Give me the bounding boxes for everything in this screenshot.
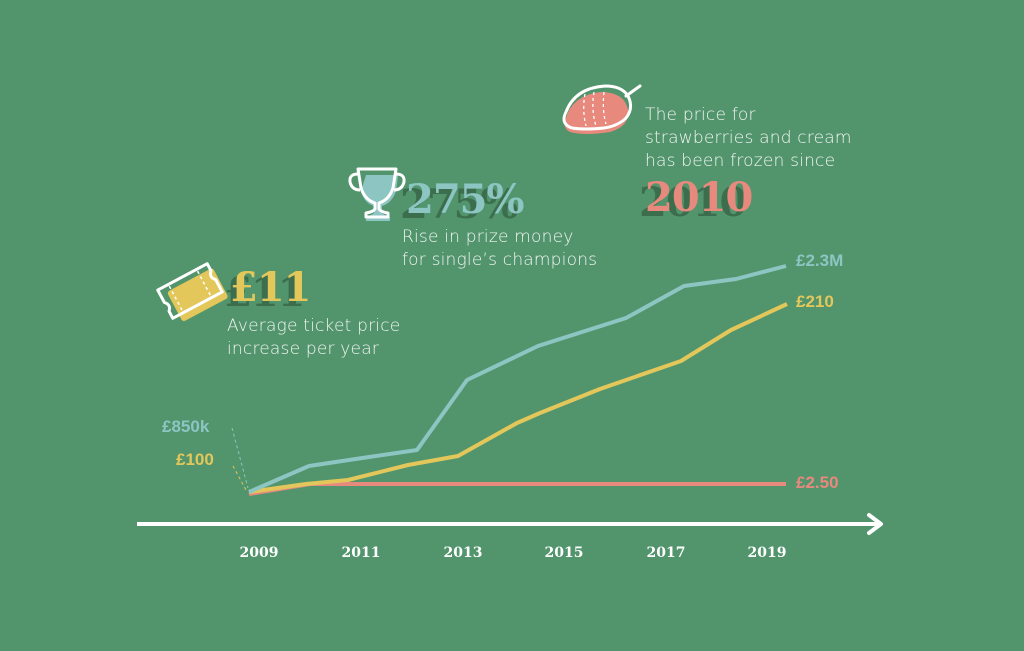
x-tick-2011: 2011 — [341, 545, 381, 561]
x-tick-2015: 2015 — [544, 545, 584, 561]
prize-start-label: £850k — [162, 417, 210, 436]
ticket-start-label: £100 — [176, 450, 214, 469]
ticket-description: Average ticket price increase per year — [227, 315, 400, 361]
strawberries-text-line1: The price for — [645, 105, 756, 125]
strawberries-text-line2: strawberries and cream — [645, 128, 852, 148]
x-tick-2019: 2019 — [747, 545, 787, 561]
strawberries-line — [248, 482, 786, 496]
prize-start-leader — [231, 427, 249, 489]
strawberries-text-line3: has been frozen since — [645, 151, 836, 171]
ticket-big-value: £11 — [230, 264, 311, 311]
ticket-line — [248, 302, 788, 494]
ticket-icon — [156, 262, 228, 321]
ticket-start-leader — [232, 465, 247, 491]
x-tick-2013: 2013 — [443, 545, 483, 561]
prize-big-value: 275% — [406, 176, 525, 223]
ticket-text-line1: Average ticket price — [227, 316, 401, 336]
trophy-icon — [348, 167, 406, 221]
strawberry-icon — [562, 84, 642, 134]
strawberries-big-value: 2010 — [645, 174, 753, 221]
prize-line — [248, 264, 787, 494]
strawberries-description: The price for strawberries and cream has… — [645, 104, 852, 173]
x-tick-2017: 2017 — [646, 545, 686, 561]
x-axis-arrowhead-icon — [867, 513, 883, 535]
ticket-end-label: £210 — [796, 292, 834, 311]
prize-description: Rise in prize money for single’s champio… — [402, 226, 597, 272]
prize-text-line2: for single’s champions — [402, 250, 598, 270]
x-tick-2009: 2009 — [239, 545, 279, 561]
prize-text-line1: Rise in prize money — [402, 227, 574, 247]
strawberries-end-label: £2.50 — [796, 473, 839, 492]
prize-end-label: £2.3M — [796, 251, 844, 270]
ticket-text-line2: increase per year — [227, 339, 380, 359]
